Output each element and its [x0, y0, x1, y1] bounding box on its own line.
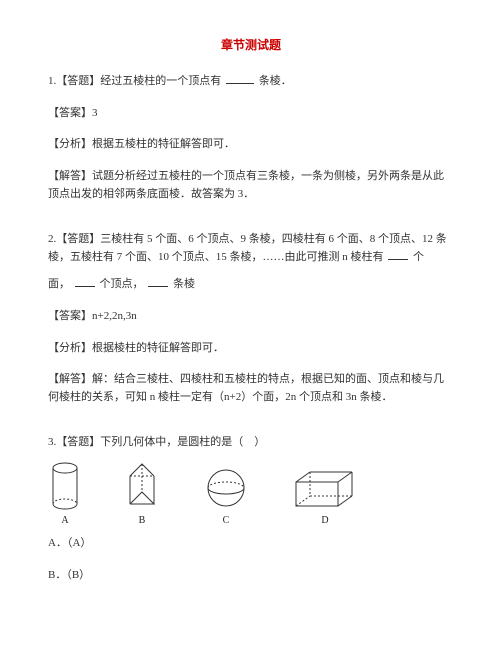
cylinder-icon [50, 462, 80, 510]
q2-analysis-text: 根据棱柱的特征解答即可． [92, 342, 224, 354]
figure-d-label: D [321, 513, 328, 529]
q1-analysis-text: 根据五棱柱的特征解答即可． [92, 138, 235, 150]
q3-stem: 3.【答题】下列几何体中，是圆柱的是（ ） [48, 434, 454, 452]
q2-stem-2a: 面， [48, 278, 70, 290]
q2-answer: 【答案】n+2,2n,3n [48, 308, 454, 326]
q3-option-b: B．（B） [48, 567, 454, 585]
figure-c-label: C [223, 513, 230, 529]
figure-d: D [292, 470, 358, 529]
q2-solution-text: 解：结合三棱柱、四棱柱和五棱柱的特点，根据已知的面、顶点和棱与几何棱柱的关系，可… [48, 373, 444, 403]
q2-analysis: 【分析】根据棱柱的特征解答即可． [48, 340, 454, 358]
q2-answer-value: n+2,2n,3n [92, 310, 137, 322]
q2-stem: 2.【答题】三棱柱有 5 个面、6 个顶点、9 条棱，四棱柱有 6 个面、8 个… [48, 231, 454, 266]
q1-answer-label: 【答案】 [48, 107, 92, 119]
q2-solution: 【解答】解：结合三棱柱、四棱柱和五棱柱的特点，根据已知的面、顶点和棱与几何棱柱的… [48, 371, 454, 406]
q1-answer: 【答案】3 [48, 105, 454, 123]
q2-blank-3 [148, 277, 168, 287]
q2-stem-2c: 条棱 [173, 278, 195, 290]
q1-solution-label: 【解答】 [48, 170, 92, 182]
q1-solution: 【解答】试题分析经过五棱柱的一个顶点有三条棱，一条为侧棱，另外两条是从此顶点出发… [48, 168, 454, 203]
q2-stem-line2: 面， 个顶点， 条棱 [48, 276, 454, 294]
figure-b-label: B [139, 513, 146, 529]
q2-blank-2 [75, 277, 95, 287]
q1-stem-b: 条棱． [259, 75, 292, 87]
q1-analysis: 【分析】根据五棱柱的特征解答即可． [48, 136, 454, 154]
q1-stem-a: 1.【答题】经过五棱柱的一个顶点有 [48, 75, 221, 87]
q2-solution-label: 【解答】 [48, 373, 92, 385]
cuboid-icon [292, 470, 358, 510]
figure-a: A [50, 462, 80, 529]
q1-stem: 1.【答题】经过五棱柱的一个顶点有 条棱． [48, 73, 454, 91]
q2-answer-label: 【答案】 [48, 310, 92, 322]
q1-blank [226, 74, 254, 84]
q2-stem-2b: 个顶点， [100, 278, 144, 290]
figure-c: C [204, 466, 248, 529]
figure-b: B [124, 462, 160, 529]
figure-a-label: A [61, 513, 68, 529]
q2-stem-tail: 个 [413, 251, 424, 263]
q2-analysis-label: 【分析】 [48, 342, 92, 354]
q1-answer-value: 3 [92, 107, 98, 119]
sphere-icon [204, 466, 248, 510]
triangular-prism-icon [124, 462, 160, 510]
q1-solution-text: 试题分析经过五棱柱的一个顶点有三条棱，一条为侧棱，另外两条是从此顶点出发的相邻两… [48, 170, 444, 200]
q1-analysis-label: 【分析】 [48, 138, 92, 150]
q2-blank-1 [388, 250, 408, 260]
q3-figures: A B C [48, 462, 454, 529]
q2-stem-line1: 2.【答题】三棱柱有 5 个面、6 个顶点、9 条棱，四棱柱有 6 个面、8 个… [48, 233, 447, 263]
page-title: 章节测试题 [48, 36, 454, 55]
q3-option-a: A．（A） [48, 535, 454, 553]
